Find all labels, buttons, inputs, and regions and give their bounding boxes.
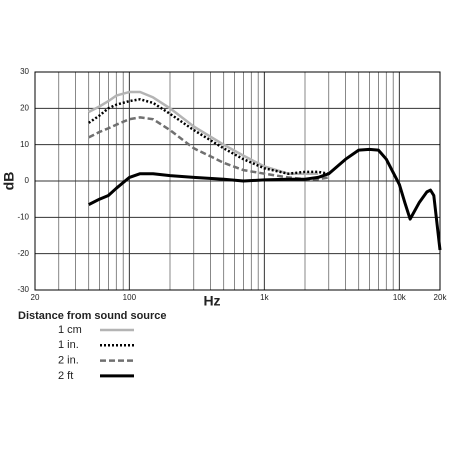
y-tick-label: 20 — [20, 103, 29, 112]
y-tick-label: -20 — [17, 249, 29, 258]
data-line — [88, 147, 442, 251]
y-tick-label: 30 — [20, 67, 29, 76]
y-axis-label: dB — [1, 172, 17, 191]
data-line — [87, 98, 330, 175]
x-tick-label: 100 — [123, 293, 137, 302]
y-tick-label: 10 — [20, 140, 29, 149]
x-tick-label: 20 — [31, 293, 40, 302]
x-axis-label: Hz — [203, 293, 220, 309]
data-line — [88, 116, 330, 181]
legend-label: 1 cm — [58, 324, 82, 336]
legend-label: 1 in. — [58, 339, 79, 351]
y-tick-label: -10 — [17, 212, 29, 221]
legend-title: Distance from sound source — [18, 310, 167, 322]
x-tick-label: 10k — [393, 293, 407, 302]
y-tick-label: 0 — [25, 176, 30, 185]
legend-label: 2 in. — [58, 355, 79, 367]
y-tick-label: -30 — [17, 285, 29, 294]
x-tick-label: 1k — [260, 293, 269, 302]
x-tick-label: 20k — [434, 293, 448, 302]
plot-border — [34, 71, 441, 291]
legend-label: 2 ft — [58, 370, 73, 382]
